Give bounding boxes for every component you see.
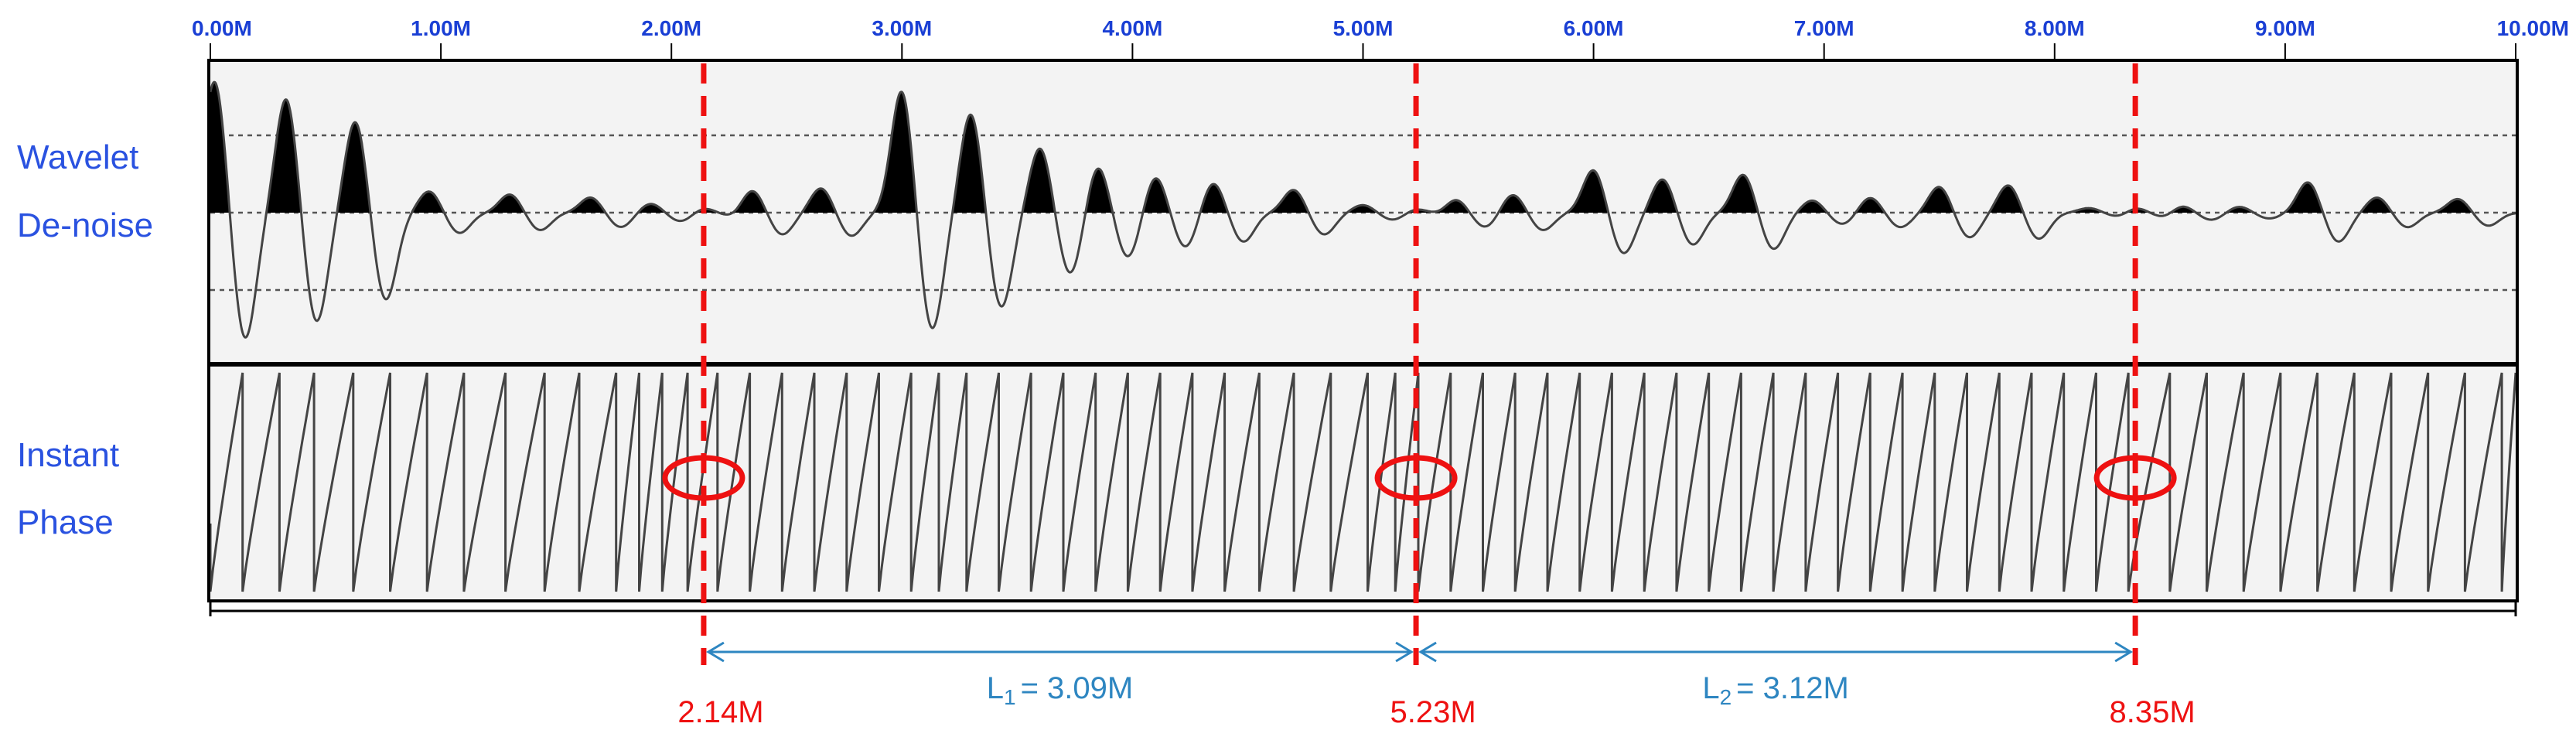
marker-label: 8.35M (2110, 695, 2196, 729)
length-segments: L1 = 3.09M L2 = 3.12M (706, 641, 2134, 709)
position-markers: 2.14M 5.23M 8.35M (662, 63, 2196, 729)
wavelet-label-line2: De-noise (17, 206, 153, 244)
marker-label: 2.14M (677, 695, 763, 729)
phase-label-line2: Phase (17, 503, 114, 541)
top-axis: 0.00M 1.00M 2.00M 3.00M 4.00M 5.00M 6.00M 7.00M… (192, 16, 2569, 616)
segment-value: = 3.12M (1736, 671, 1849, 705)
x-tick-label: 4.00M (1102, 16, 1162, 40)
segment-label: L2 = 3.12M (1702, 671, 1848, 709)
x-tick-label: 9.00M (2255, 16, 2315, 40)
segment-arrow-left (1418, 641, 1437, 663)
x-tick-label: 2.00M (641, 16, 701, 40)
wavelet-trace (209, 80, 2516, 339)
x-tick-label: 8.00M (2025, 16, 2085, 40)
x-tick-label: 7.00M (1794, 16, 1854, 40)
wavelet-label-line1: Wavelet (17, 138, 138, 176)
marker-circle (1374, 455, 1458, 501)
x-tick-label: 1.00M (411, 16, 471, 40)
wavelet-panel (207, 59, 2519, 365)
x-tick-label: 5.00M (1333, 16, 1394, 40)
marker-circle (662, 455, 746, 501)
row-labels: Wavelet De-noise Instant Phase (17, 138, 153, 541)
phase-panel (207, 363, 2519, 602)
x-tick-label: 6.00M (1564, 16, 1624, 40)
segment-subscript: 1 (1004, 685, 1016, 709)
segment-arrow-right (1395, 641, 1414, 663)
x-tick-label: 0.00M (192, 16, 252, 40)
segment-label: L1 = 3.09M (987, 671, 1133, 709)
x-tick-label: 10.00M (2497, 16, 2569, 40)
phase-trace (209, 372, 2517, 592)
phase-label-line1: Instant (17, 436, 119, 474)
segment-symbol: L (987, 671, 1004, 705)
segment-symbol: L (1702, 671, 1719, 705)
x-tick-label: 3.00M (872, 16, 932, 40)
segment-arrow-right (2114, 641, 2134, 663)
segment-arrow-left (706, 641, 725, 663)
segment-subscript: 2 (1720, 685, 1732, 709)
segment-value: = 3.09M (1021, 671, 1134, 705)
phase-panel-frame (207, 363, 2519, 602)
marker-label: 5.23M (1390, 695, 1476, 729)
marker-circle (2093, 455, 2177, 501)
